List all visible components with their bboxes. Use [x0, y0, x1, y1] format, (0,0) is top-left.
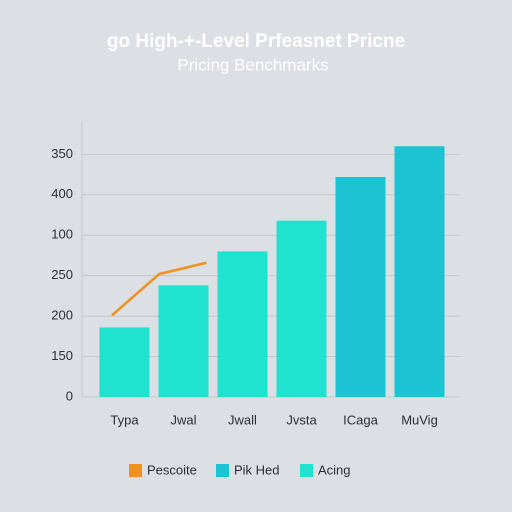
- y-tick-label: 0: [66, 388, 73, 403]
- bar: [335, 177, 386, 397]
- bar: [217, 251, 268, 397]
- bar: [276, 220, 327, 397]
- legend-swatch: [216, 464, 229, 477]
- x-tick-label: Jwall: [228, 412, 257, 427]
- legend-swatch: [129, 464, 142, 477]
- y-tick-label: 400: [51, 186, 73, 201]
- y-tick-label: 150: [51, 348, 73, 363]
- legend-label: Acing: [318, 462, 351, 477]
- x-tick-label: Jvsta: [286, 412, 317, 427]
- x-tick-label: Jwal: [170, 412, 196, 427]
- bar: [394, 146, 445, 397]
- legend-swatch: [300, 464, 313, 477]
- y-tick-label: 100: [51, 227, 73, 242]
- x-tick-label: ICaga: [343, 412, 378, 427]
- y-tick-label: 350: [51, 146, 73, 161]
- y-tick-label: 250: [51, 267, 73, 282]
- legend-label: Pescoite: [147, 462, 197, 477]
- chart-title: go High-+-Level Prfeasnet Pricne: [107, 31, 405, 52]
- legend-label: Pik Hed: [234, 462, 280, 477]
- bar: [99, 327, 150, 397]
- bar: [158, 285, 209, 397]
- x-tick-label: Typa: [110, 412, 139, 427]
- x-tick-label: MuVig: [401, 412, 438, 427]
- y-tick-label: 200: [51, 308, 73, 323]
- line: [111, 261, 207, 317]
- chart-subtitle: Pricing Benchmarks: [177, 55, 328, 74]
